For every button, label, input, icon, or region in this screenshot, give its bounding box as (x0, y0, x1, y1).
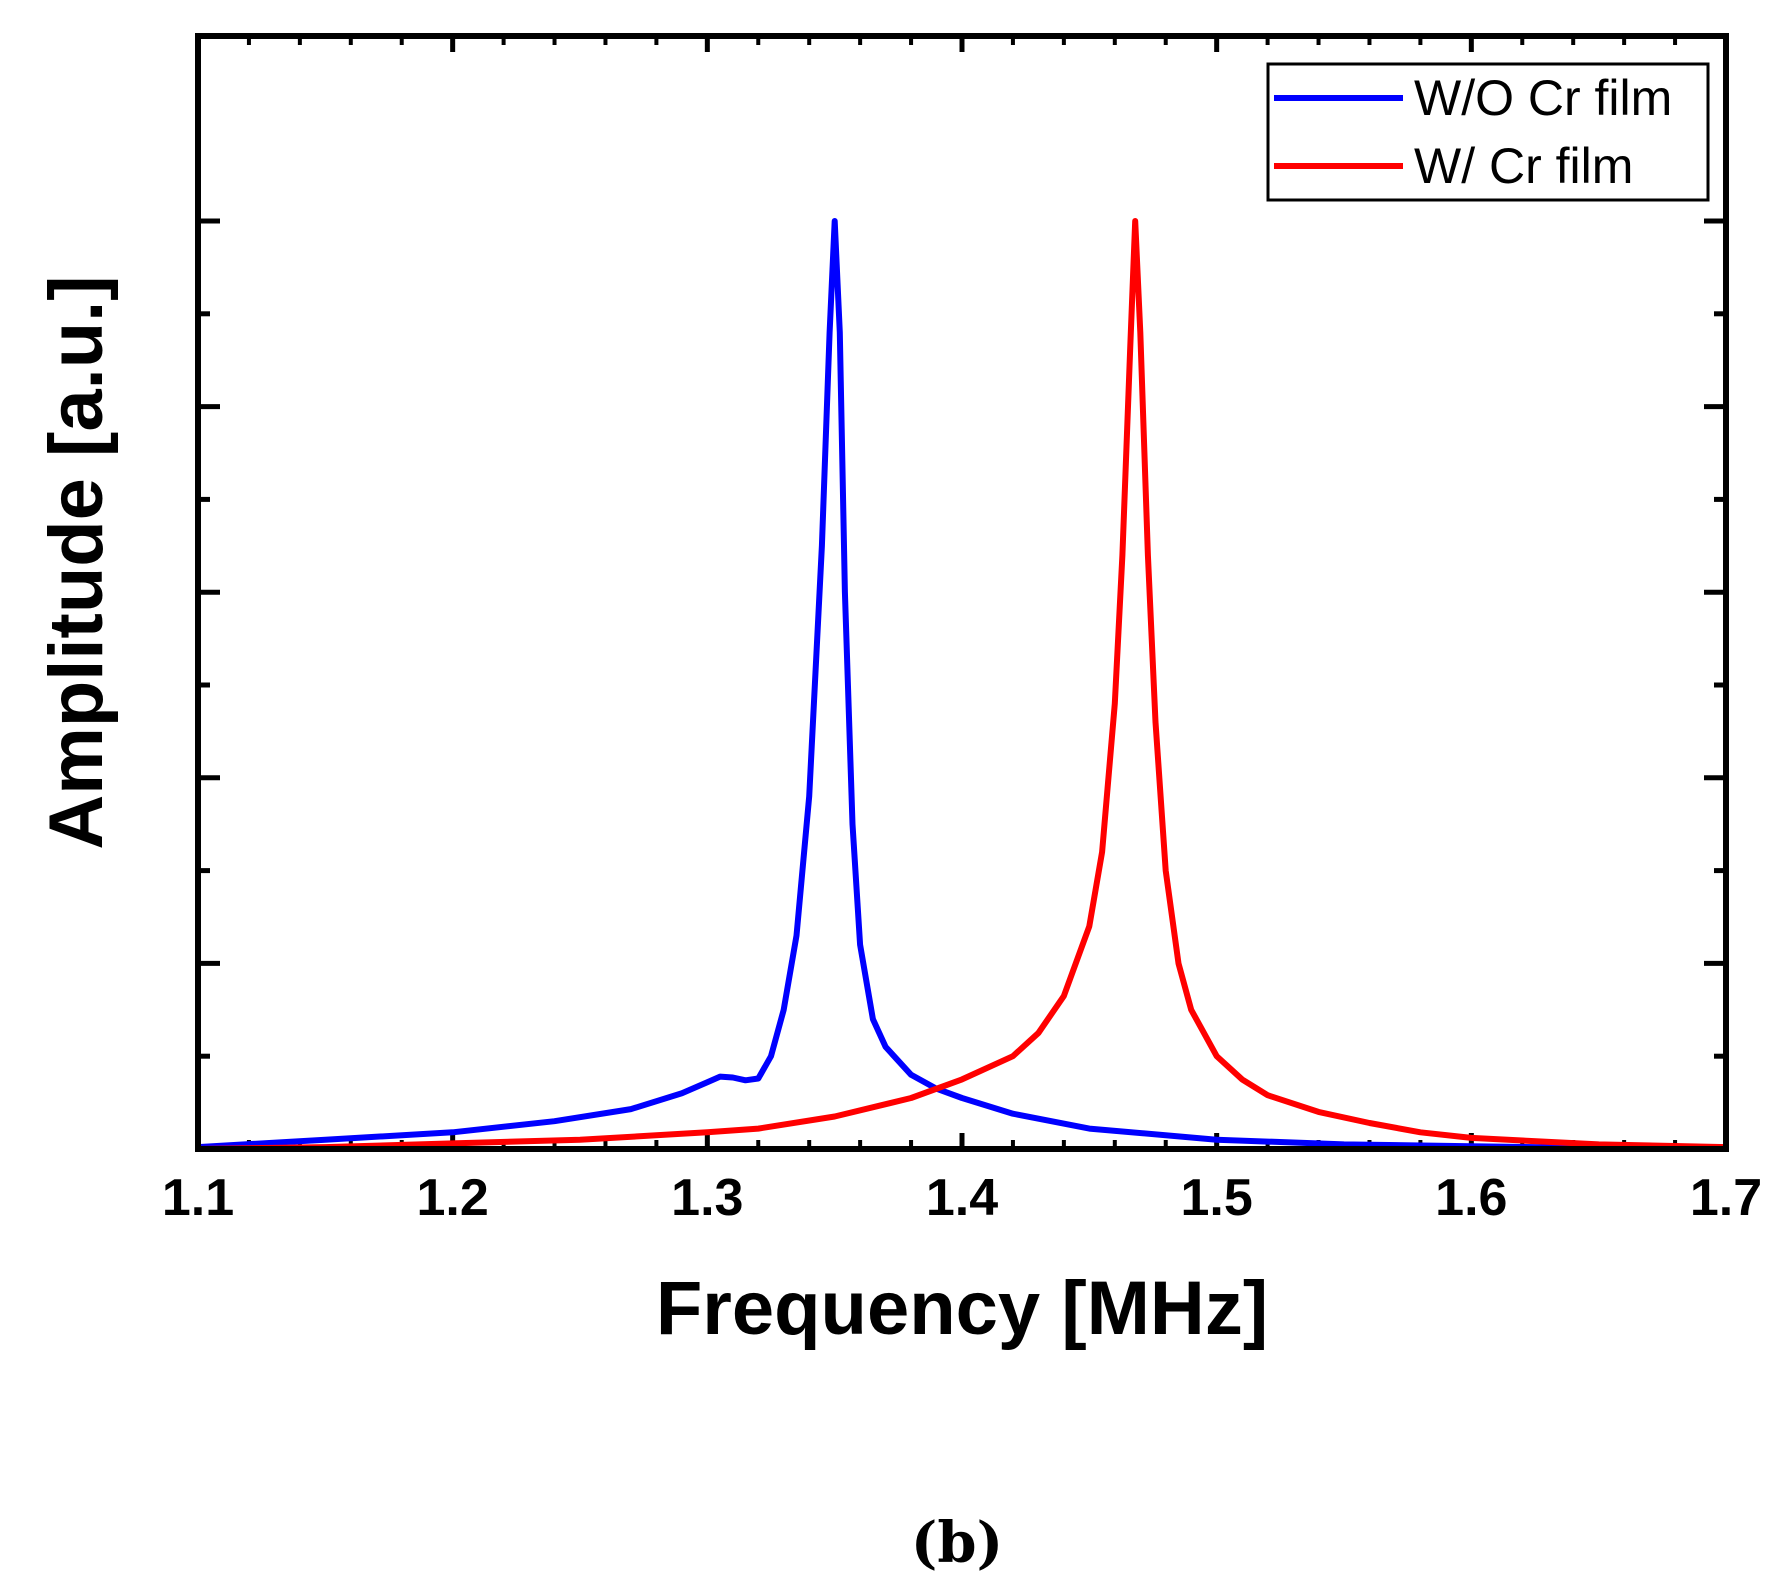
x-tick-label: 1.6 (1435, 1169, 1507, 1227)
x-tick-label: 1.5 (1181, 1169, 1253, 1227)
series-line-0 (195, 218, 1729, 1152)
x-axis-title: Frequency [MHz] (656, 1266, 1268, 1351)
x-tick-label: 1.7 (1690, 1169, 1762, 1227)
y-axis-title: Amplitude [a.u.] (34, 275, 119, 849)
x-tick-label: 1.4 (926, 1169, 998, 1227)
plot-frame (195, 33, 1729, 1152)
figure-caption: (b) (911, 1510, 1003, 1576)
legend-label-w-o-cr-film: W/O Cr film (1414, 70, 1672, 126)
x-tick-labels: 1.1 1.2 1.3 1.4 1.5 1.6 1.7 (162, 1169, 1762, 1227)
legend: W/O Cr film W/ Cr film (1266, 62, 1710, 202)
axis-ticks (195, 36, 1729, 1152)
x-tick-label: 1.1 (162, 1169, 234, 1227)
x-tick-label: 1.3 (671, 1169, 743, 1227)
x-tick-label: 1.2 (417, 1169, 489, 1227)
series-line-1 (195, 218, 1729, 1152)
legend-label-w-cr-film: W/ Cr film (1414, 138, 1633, 194)
legend-box (1266, 62, 1710, 202)
plot-series (195, 218, 1729, 1152)
